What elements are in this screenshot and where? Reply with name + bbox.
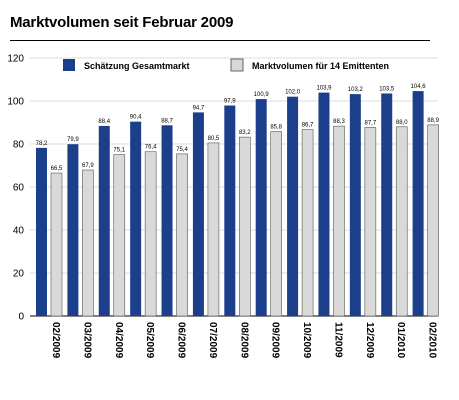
bar-value-label: 75,4 [176,147,188,153]
bar-value-label: 88,0 [396,120,408,126]
bar-value-label: 103,9 [316,86,332,92]
x-tick-label: 10/2009 [301,322,312,359]
bar [349,94,361,317]
x-tick-label: 08/2009 [238,322,249,359]
bar [98,125,110,316]
bar [287,96,299,316]
bar [192,112,204,317]
x-tick-label: 02/2009 [50,322,61,359]
bar-value-label: 85,8 [270,125,282,131]
y-tick-label: 40 [13,226,25,237]
y-tick-label: 100 [7,97,24,108]
y-tick-label: 120 [7,54,24,65]
x-tick-label: 02/2010 [427,322,438,359]
x-tick-label: 09/2009 [270,322,281,359]
x-tick-label: 01/2010 [395,322,406,359]
bar-value-label: 76,4 [145,145,157,151]
bar-value-label: 67,9 [82,163,94,169]
bar [82,169,94,317]
bar [144,151,157,317]
y-tick-label: 20 [13,269,25,280]
bar [333,125,345,317]
bar [412,91,424,316]
bar [427,124,439,317]
bar-value-label: 94,7 [193,105,205,111]
legend: Schätzung Gesamtmarkt Marktvolumen für 1… [63,58,389,72]
bar [50,172,63,317]
bar [67,144,79,316]
bar-value-label: 80,5 [208,136,220,142]
bar-value-label: 66,5 [51,166,63,172]
bar-value-label: 100,9 [254,92,270,98]
bar [318,92,330,317]
bar-value-label: 90,4 [130,115,142,121]
chart-title: Marktvolumen seit Februar 2009 [10,14,234,31]
bar-value-label: 102,0 [285,90,301,96]
bar-value-label: 83,2 [239,130,251,136]
bar [130,121,142,316]
bar [255,99,267,316]
y-tick-label: 80 [13,140,25,151]
bars [36,91,439,317]
bar [224,105,236,316]
x-tick-label: 07/2009 [207,322,218,359]
x-tick-label: 05/2009 [144,322,155,359]
title-rule [10,40,430,41]
bar [36,147,47,316]
bar [364,127,377,317]
bar [207,142,220,317]
bar [176,153,188,317]
bar-value-label: 103,5 [379,86,395,92]
bar [381,93,393,316]
x-tick-label: 06/2009 [176,322,187,359]
bar-value-label: 88,3 [333,119,345,125]
x-axis: 02/2009 03/2009 04/2009 05/2009 06/2009 07/20… [50,322,438,359]
legend-label-gesamtmarkt: Schätzung Gesamtmarkt [84,61,190,71]
bar [113,154,126,317]
legend-label-14-emittenten: Marktvolumen für 14 Emittenten [252,61,389,71]
bar-value-label: 103,2 [348,87,364,93]
bar-value-label: 78,2 [36,141,48,147]
data-labels: 78,2 66,5 79,9 67,9 88,4 75,1 90,4 76,4 88,7 75,4… [36,84,440,172]
bar [270,131,282,317]
bar-value-label: 87,7 [365,120,377,126]
y-tick-label: 60 [13,183,25,194]
x-tick-label: 12/2009 [364,322,375,359]
bar-value-label: 88,9 [427,118,439,124]
bar-value-label: 86,7 [302,123,314,129]
x-tick-label: 04/2009 [113,322,124,359]
bar [161,125,173,316]
bar-value-label: 88,7 [161,118,173,124]
bar-value-label: 75,1 [113,148,125,154]
bar-value-label: 97,9 [224,99,236,105]
bar [301,129,314,317]
y-axis: 0 20 40 60 80 100 120 [7,54,24,323]
x-tick-label: 11/2009 [332,322,343,358]
bar-value-label: 104,6 [411,84,427,90]
bar-value-label: 79,9 [67,137,79,143]
bar-value-label: 88,4 [98,119,110,125]
x-tick-label: 03/2009 [81,322,92,359]
legend-swatch-gesamtmarkt [63,59,75,71]
bar [395,126,408,317]
y-tick-label: 0 [18,312,24,323]
legend-swatch-14-emittenten [230,58,244,72]
bar [239,136,251,317]
